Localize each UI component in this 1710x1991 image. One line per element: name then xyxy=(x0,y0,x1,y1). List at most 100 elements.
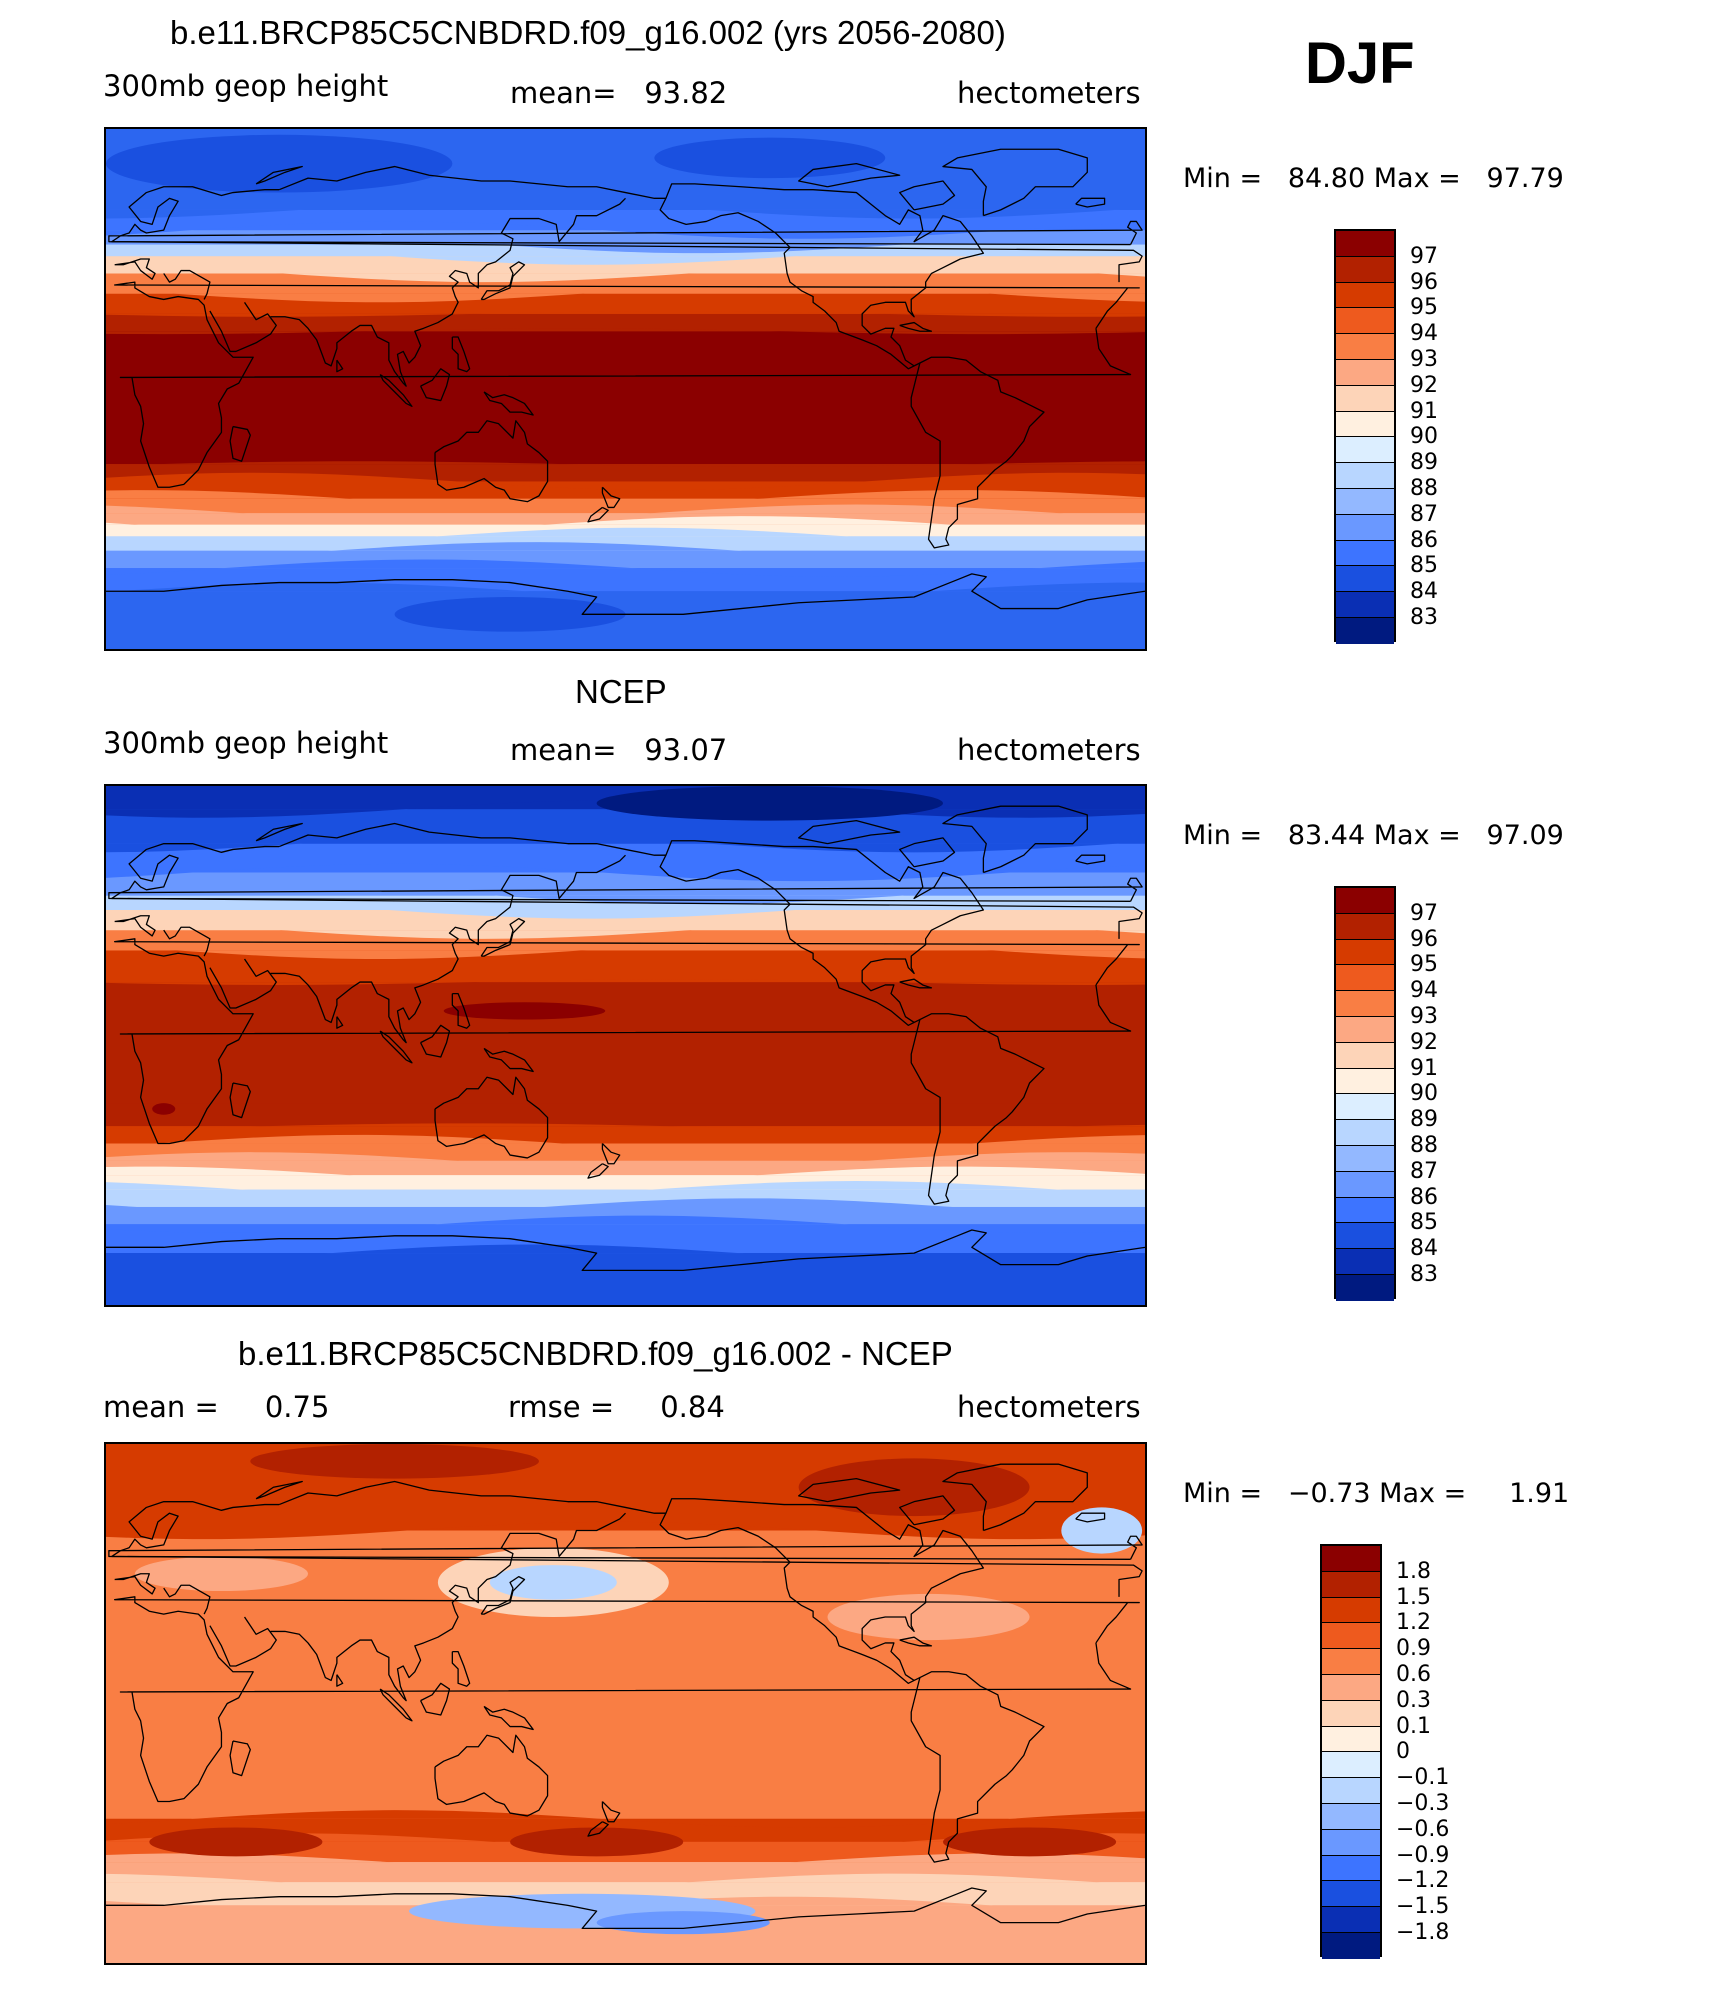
coastline xyxy=(209,958,277,1009)
colorbar-swatch xyxy=(1322,1855,1380,1882)
colorbar-swatch xyxy=(1336,1146,1394,1172)
contour-region xyxy=(596,786,943,821)
coastline xyxy=(270,197,626,387)
contour-band-edge xyxy=(106,221,1145,239)
colorbar-swatch xyxy=(1336,514,1394,541)
coastline xyxy=(229,425,251,462)
coastline xyxy=(163,269,211,300)
coastline xyxy=(209,1616,277,1667)
colorbar-tick-label: 89 xyxy=(1410,1107,1438,1133)
colorbar-tick-label: 85 xyxy=(1410,553,1438,579)
colorbar-swatch xyxy=(1336,592,1394,618)
colorbar-swatch xyxy=(1336,1068,1394,1095)
colorbar-tick-label: 93 xyxy=(1410,1004,1438,1029)
contour-band-edge xyxy=(106,921,1145,939)
colorbar-tick-label: 97 xyxy=(1410,243,1438,269)
colorbar-tick-label: 97 xyxy=(1410,900,1438,926)
coastline xyxy=(278,822,666,856)
contour-band xyxy=(106,1253,1145,1305)
coastline xyxy=(899,180,956,211)
colorbar-swatch xyxy=(1336,360,1394,386)
coastline xyxy=(1075,854,1106,865)
colorbar-tick-label: 1.5 xyxy=(1396,1584,1431,1610)
colorbar-tick-label: 0.9 xyxy=(1396,1636,1431,1662)
colorbar-swatch xyxy=(1336,231,1394,257)
contour-band xyxy=(106,446,1145,465)
colorbar-tick-label: 94 xyxy=(1410,321,1438,347)
colorbar-box xyxy=(1320,1544,1382,1959)
coastline xyxy=(420,1024,451,1058)
coastline xyxy=(114,938,1140,1145)
panel-2-title: NCEP xyxy=(575,673,667,710)
colorbar-swatch xyxy=(1322,1933,1380,1959)
panel-2-map xyxy=(104,784,1147,1307)
colorbar-box xyxy=(1334,229,1396,644)
contour-band-edge xyxy=(106,835,1145,853)
colorbar-swatch xyxy=(1322,1571,1380,1598)
coastline xyxy=(434,1076,549,1159)
colorbar-tick-label: −1.2 xyxy=(1396,1868,1450,1894)
colorbar-swatch xyxy=(1336,1120,1394,1146)
coastline xyxy=(108,1535,1143,1560)
contour-band-edge xyxy=(106,201,1145,219)
colorbar-tick-label: 83 xyxy=(1410,605,1438,630)
contour-band-edge xyxy=(106,901,1145,919)
coastline xyxy=(278,1480,666,1514)
colorbar-swatch xyxy=(1336,411,1394,438)
contour-band-edge xyxy=(106,1181,1145,1199)
colorbar-tick-label: 88 xyxy=(1410,476,1438,501)
contour-band-edge xyxy=(106,1134,1145,1153)
colorbar-tick-label: 1.8 xyxy=(1396,1558,1431,1584)
colorbar-tick-label: 92 xyxy=(1410,1029,1438,1055)
panel-1-variable-label: 300mb geop height xyxy=(103,69,389,103)
colorbar-tick-label: 0.1 xyxy=(1396,1713,1431,1739)
coastline xyxy=(601,1143,621,1165)
colorbar-tick-label: 87 xyxy=(1410,1158,1438,1184)
colorbar-swatch xyxy=(1336,1042,1394,1069)
colorbar-tick-label: 92 xyxy=(1410,372,1438,398)
contour-region xyxy=(654,137,886,179)
colorbar-swatch xyxy=(1322,1752,1380,1779)
coastline xyxy=(114,915,156,937)
coastline xyxy=(587,1163,609,1179)
colorbar-tick-label: 0 xyxy=(1396,1739,1410,1765)
colorbar-tick-label: −0.6 xyxy=(1396,1816,1450,1842)
contour-band-edge xyxy=(106,264,1145,283)
coastline xyxy=(899,1495,956,1526)
contour-band xyxy=(106,313,1145,333)
panel-1-minmax: Min = 84.80 Max = 97.79 xyxy=(1183,163,1564,194)
coastline xyxy=(270,1512,626,1702)
colorbar-tick-label: 83 xyxy=(1410,1262,1438,1287)
colorbar-swatch xyxy=(1322,1804,1380,1830)
panel-2-variable-label: 300mb geop height xyxy=(103,726,389,760)
coastline xyxy=(480,261,526,301)
contour-band-edge xyxy=(106,941,1145,959)
contour-band-edge xyxy=(106,1152,1145,1170)
coastline xyxy=(229,1082,251,1119)
colorbar-tick-label: 91 xyxy=(1410,1055,1438,1081)
contour-band-edge xyxy=(106,559,1145,577)
colorbar-swatch xyxy=(1322,1726,1380,1753)
coastline xyxy=(899,321,933,332)
colorbar-tick-label: 84 xyxy=(1410,1236,1438,1262)
panel-1-units-label: hectometers xyxy=(957,76,1141,110)
coastline xyxy=(379,1688,413,1722)
coastline xyxy=(229,1740,251,1777)
coastline xyxy=(163,1584,211,1615)
coastline xyxy=(106,573,1145,615)
coastline xyxy=(111,1501,1143,1597)
colorbar-swatch xyxy=(1322,1907,1380,1933)
colorbar-swatch xyxy=(1336,991,1394,1017)
coastline xyxy=(108,220,1143,246)
colorbar-tick-label: −0.1 xyxy=(1396,1765,1450,1791)
coastline xyxy=(942,1463,1088,1532)
coastline xyxy=(601,486,621,509)
contour-band-edge xyxy=(106,516,1145,534)
coastline xyxy=(111,843,1143,939)
contour-band-edge xyxy=(106,1810,1145,1828)
contour-band-edge xyxy=(106,542,1145,560)
colorbar-tick-label: 86 xyxy=(1410,1184,1438,1210)
coastline xyxy=(480,1575,526,1615)
coastline xyxy=(114,1596,1140,1803)
colorbar-swatch xyxy=(1336,540,1394,567)
